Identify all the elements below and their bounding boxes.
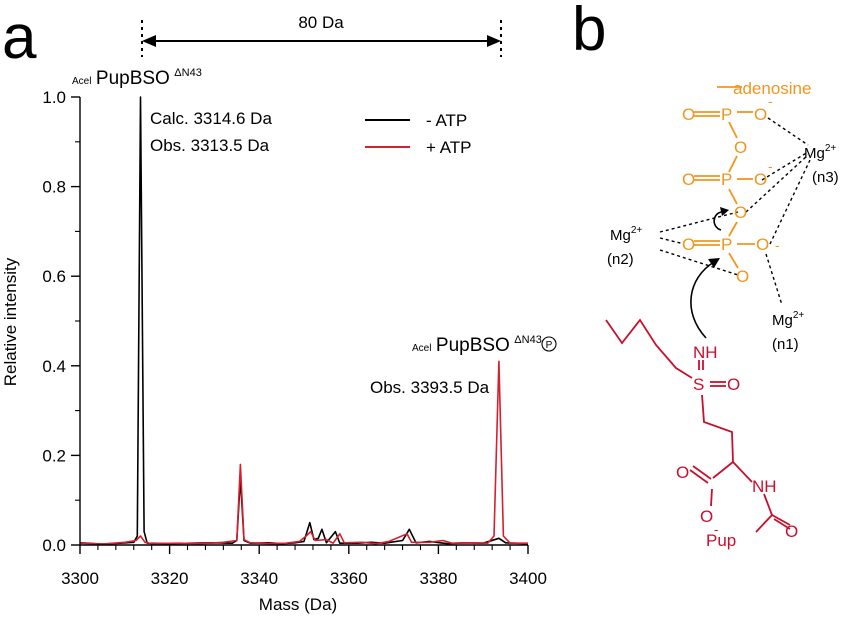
legend-label-minus-atp: - ATP bbox=[426, 111, 467, 130]
atom-o-alpha-2: O bbox=[736, 267, 749, 286]
mg-n1: Mg2+ bbox=[772, 310, 804, 329]
x-axis-title: Mass (Da) bbox=[259, 595, 337, 614]
pup-label: Pup bbox=[706, 531, 736, 550]
mg-n1-label: (n1) bbox=[772, 336, 799, 353]
atom-o-sulfonyl: O bbox=[727, 375, 740, 394]
mass-spectrum-plot: 3300 3320 3340 3360 3380 3400 0.0 0.2 0.4 0.6 0.8… bbox=[1, 13, 557, 614]
atom-nh-amide: NH bbox=[752, 477, 777, 496]
atom-o-carbonyl: O bbox=[676, 463, 689, 482]
mg-n2: Mg2+ bbox=[610, 225, 642, 244]
peak2-label: Acel PupBSO ΔN43 bbox=[412, 334, 542, 356]
y-tick-label: 0.2 bbox=[42, 446, 66, 465]
legend-label-plus-atp: + ATP bbox=[426, 138, 472, 157]
x-tick-label: 3380 bbox=[419, 569, 457, 588]
atom-o-beta: O bbox=[754, 170, 767, 189]
atom-o-alpha: O bbox=[756, 235, 769, 254]
series-line-minus-atp bbox=[79, 96, 529, 545]
span-arrowhead-right bbox=[487, 35, 501, 47]
atom-p-beta: P bbox=[721, 170, 732, 189]
peak2-name: PupBSO bbox=[436, 335, 510, 356]
x-tick-label: 3360 bbox=[330, 569, 368, 588]
nucleophilic-attack-arrow bbox=[690, 261, 715, 339]
span-arrowhead-left bbox=[142, 35, 156, 47]
peak1-label: Acel PupBSO ΔN43 bbox=[72, 67, 202, 89]
adenosine-label: adenosine bbox=[733, 79, 811, 98]
coordination-bonds bbox=[659, 117, 811, 306]
atom-p-gamma: P bbox=[721, 105, 732, 124]
curved-arrow-small-head bbox=[720, 207, 729, 216]
peak1-prefix: Acel bbox=[72, 76, 91, 87]
mg-n3-label: (n3) bbox=[812, 169, 839, 186]
atom-o-gamma: O bbox=[754, 105, 767, 124]
atom-p-alpha: P bbox=[721, 235, 732, 254]
mg-n3: Mg2+ bbox=[804, 143, 836, 162]
y-tick-label: 1.0 bbox=[42, 88, 66, 107]
x-axis-ticks: 3300 3320 3340 3360 3380 3400 bbox=[61, 545, 547, 588]
peak1-calc: Calc. 3314.6 Da bbox=[150, 109, 272, 128]
charge-alpha: - bbox=[775, 237, 780, 253]
atom-o-bridge-2: O bbox=[734, 203, 747, 222]
series-line-plus-atp bbox=[79, 360, 528, 545]
atom-o-carboxylate: O bbox=[700, 507, 713, 526]
atom-s: S bbox=[693, 375, 704, 394]
y-tick-label: 0.8 bbox=[42, 178, 66, 197]
x-tick-label: 3340 bbox=[240, 569, 278, 588]
peak2-prefix: Acel bbox=[412, 343, 431, 354]
phospho-circle-icon bbox=[541, 336, 557, 352]
y-axis-ticks: 0.0 0.2 0.4 0.6 0.8 1.0 bbox=[42, 88, 80, 555]
peak2-superscript: ΔN43 bbox=[514, 334, 542, 346]
nucleophilic-attack-arrow-head bbox=[708, 258, 720, 268]
atom-o-alpha-double: O bbox=[682, 235, 695, 254]
magnesium-ions: Mg2+ (n3) Mg2+ (n2) Mg2+ (n1) bbox=[607, 143, 839, 353]
atom-o-bridge-1: O bbox=[734, 138, 747, 157]
triphosphate-atoms: adenosine O P O - O O P O - O O P O - O bbox=[682, 79, 811, 286]
span-label: 80 Da bbox=[298, 13, 344, 32]
atom-nh-imine: NH bbox=[693, 343, 718, 362]
x-tick-label: 3400 bbox=[509, 569, 547, 588]
phospho-mark: P bbox=[546, 340, 553, 351]
panel-label-a: a bbox=[2, 3, 37, 72]
curved-arrow-small bbox=[713, 210, 727, 231]
y-tick-label: 0.0 bbox=[42, 536, 66, 555]
panel-label-b: b bbox=[572, 0, 606, 64]
charge-gamma: - bbox=[768, 93, 773, 109]
atom-o-gamma-double: O bbox=[682, 105, 695, 124]
x-tick-label: 3320 bbox=[151, 569, 189, 588]
charge-beta: - bbox=[768, 158, 773, 174]
sulfoximine-atoms: NH S O O O - NH O Pup bbox=[676, 343, 798, 550]
sulfoximine-bonds bbox=[605, 318, 791, 533]
atom-o-amide: O bbox=[785, 522, 798, 541]
peak1-superscript: ΔN43 bbox=[174, 67, 202, 79]
triphosphate-bonds bbox=[694, 86, 755, 269]
y-axis-title: Relative intensity bbox=[1, 257, 20, 386]
y-tick-label: 0.4 bbox=[42, 357, 66, 376]
series-layer bbox=[79, 96, 529, 545]
legend: - ATP + ATP bbox=[365, 111, 472, 157]
charge-carboxylate: - bbox=[714, 522, 718, 537]
mg-n2-label: (n2) bbox=[607, 251, 634, 268]
atom-o-beta-double: O bbox=[682, 170, 695, 189]
x-tick-label: 3300 bbox=[61, 569, 99, 588]
reaction-scheme: adenosine O P O - O O P O - O O P O - O … bbox=[605, 79, 839, 550]
peak1-name: PupBSO bbox=[96, 68, 170, 89]
peak2-obs: Obs. 3393.5 Da bbox=[370, 378, 490, 397]
peak1-obs: Obs. 3313.5 Da bbox=[150, 136, 270, 155]
y-tick-label: 0.6 bbox=[42, 267, 66, 286]
